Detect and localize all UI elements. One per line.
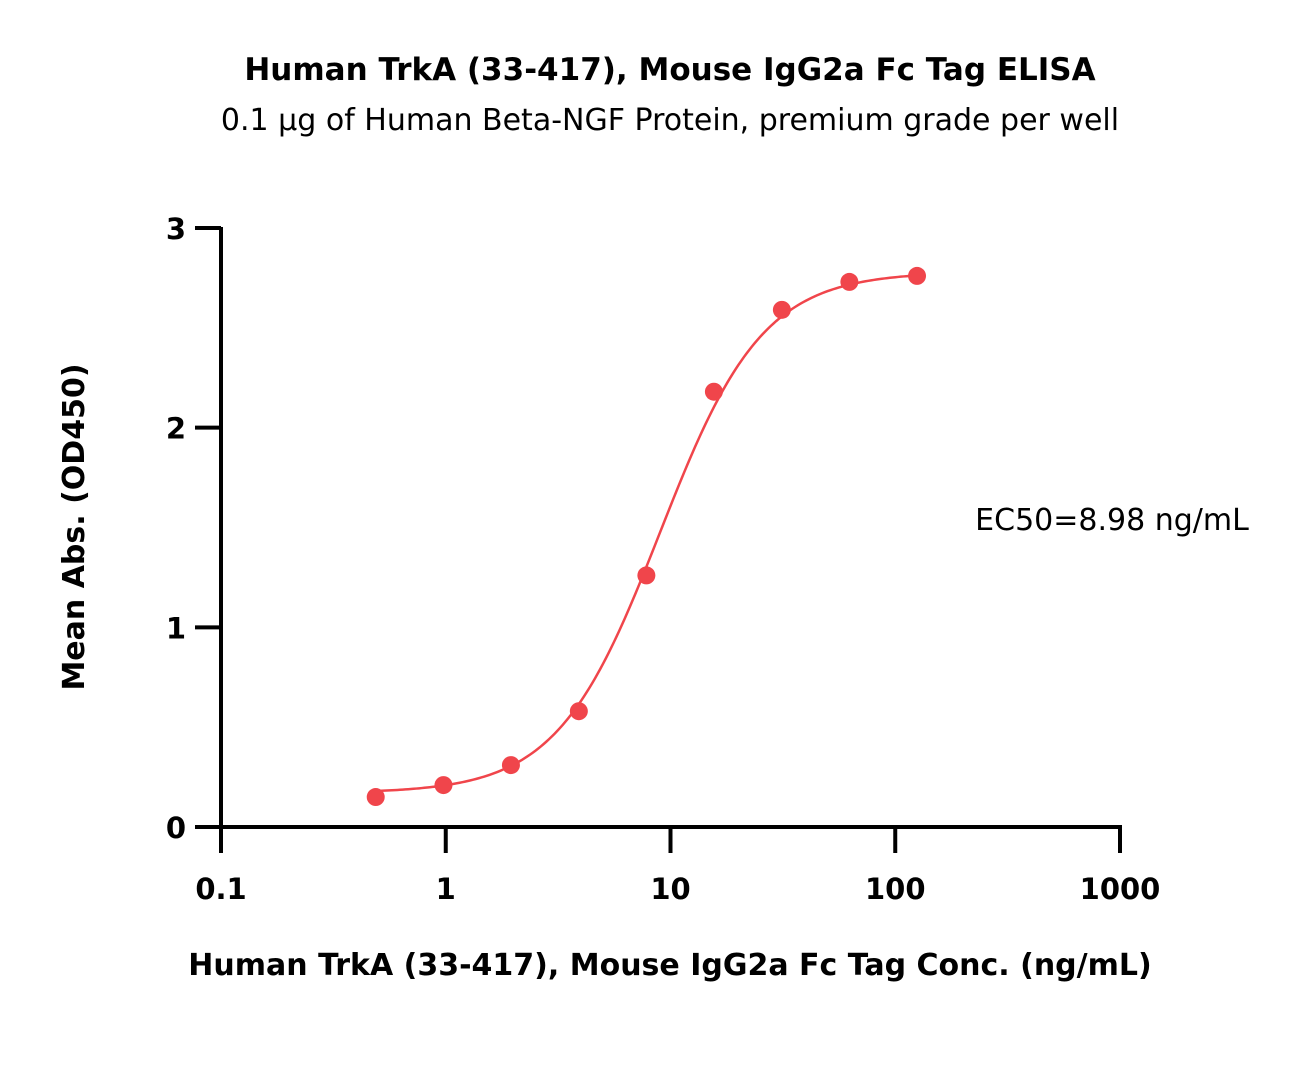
data-point-7 xyxy=(840,272,859,291)
data-points xyxy=(366,266,927,807)
data-point-8 xyxy=(908,266,927,285)
y-tick-label-2: 2 xyxy=(166,412,186,446)
x-tick-label-3: 100 xyxy=(865,872,926,906)
x-tick-label-2: 10 xyxy=(650,872,690,906)
ec50-annotation: EC50=8.98 ng/mL xyxy=(975,503,1249,538)
x-ticks: 0.1 1 10 100 1000 xyxy=(195,827,1160,906)
data-point-3 xyxy=(569,702,588,721)
data-point-1 xyxy=(434,776,453,795)
x-tick-label-4: 1000 xyxy=(1080,872,1161,906)
y-tick-label-3: 3 xyxy=(166,212,186,246)
data-point-2 xyxy=(501,756,520,775)
data-point-6 xyxy=(772,300,791,319)
x-tick-label-1: 1 xyxy=(436,872,456,906)
data-point-5 xyxy=(704,382,723,401)
chart-subtitle: 0.1 µg of Human Beta-NGF Protein, premiu… xyxy=(221,103,1119,138)
chart-title: Human TrkA (33-417), Mouse IgG2a Fc Tag … xyxy=(244,52,1095,88)
x-axis-title: Human TrkA (33-417), Mouse IgG2a Fc Tag … xyxy=(188,948,1151,983)
fit-curve xyxy=(375,274,918,793)
data-point-4 xyxy=(637,566,656,585)
y-tick-label-0: 0 xyxy=(166,811,186,845)
x-tick-label-0: 0.1 xyxy=(195,872,246,906)
data-point-0 xyxy=(366,788,385,807)
y-ticks: 0 1 2 3 xyxy=(166,212,221,845)
y-tick-label-1: 1 xyxy=(166,611,186,645)
y-axis-title: Mean Abs. (OD450) xyxy=(57,363,92,690)
